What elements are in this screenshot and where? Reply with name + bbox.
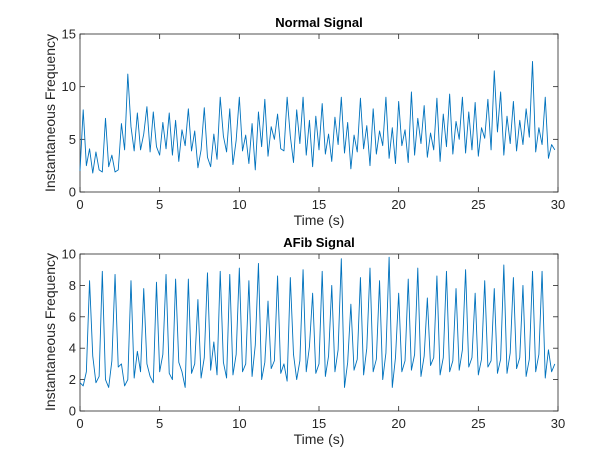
x-tick-label: 5 [156,197,163,212]
x-axis-label: Time (s) [294,431,345,447]
y-tick-label: 15 [62,27,76,42]
axes-box [79,33,559,193]
y-tick-label: 5 [69,132,76,147]
x-tick-label: 30 [551,416,565,431]
x-tick-label: 15 [312,416,326,431]
x-tick-label: 20 [391,416,405,431]
y-tick-label: 0 [69,185,76,200]
y-tick-label: 0 [69,404,76,419]
chart-title: AFib Signal [283,235,355,250]
y-tick-label: 4 [69,341,76,356]
y-tick-label: 8 [69,278,76,293]
y-tick-label: 6 [69,309,76,324]
y-tick-label: 10 [62,79,76,94]
x-tick-label: 0 [76,416,83,431]
series-line [79,256,556,388]
x-tick-label: 0 [76,197,83,212]
y-axis-label: Instantaneous Frequency [42,34,58,192]
x-tick-label: 10 [232,197,246,212]
ticks: 0 5 10 15 20 25 30 0 5 10 15 [62,27,566,213]
subplot-normal-signal: Normal Signal Time (s) Instantaneous Fre… [42,15,565,228]
ticks: 0 5 10 15 20 25 30 0 2 4 6 8 10 [62,247,566,432]
chart-title: Normal Signal [275,15,362,30]
x-axis-label: Time (s) [294,212,345,228]
x-tick-label: 30 [551,197,565,212]
series-line [79,60,556,174]
x-tick-label: 10 [232,416,246,431]
y-axis-label: Instantaneous Frequency [42,253,58,411]
x-tick-label: 15 [312,197,326,212]
y-tick-label: 10 [62,247,76,262]
x-tick-label: 20 [391,197,405,212]
subplot-afib-signal: AFib Signal Time (s) Instantaneous Frequ… [42,235,565,447]
x-tick-label: 25 [471,197,485,212]
x-tick-label: 25 [471,416,485,431]
axes-box [79,253,559,412]
y-tick-label: 2 [69,372,76,387]
x-tick-label: 5 [156,416,163,431]
